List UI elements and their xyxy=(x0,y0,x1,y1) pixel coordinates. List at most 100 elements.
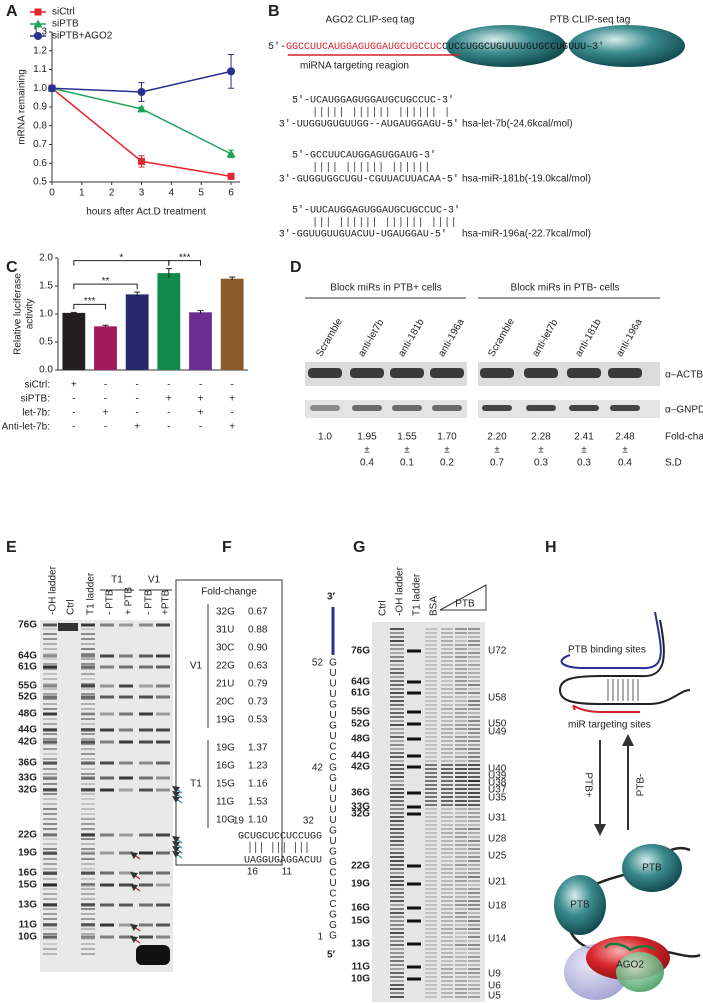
gel-band xyxy=(468,648,480,650)
site-label: U40 xyxy=(488,764,507,775)
gel-band xyxy=(407,882,421,886)
gel-band xyxy=(425,848,437,850)
gel-band xyxy=(43,743,57,745)
gel-band xyxy=(390,884,404,886)
gel-band xyxy=(455,956,467,958)
hairpin-lower: UAGGUGAGGACUU xyxy=(244,856,322,867)
plus-minus: ± xyxy=(404,445,410,456)
gel-band xyxy=(468,776,480,778)
gel-band xyxy=(390,956,404,958)
gel-band xyxy=(139,871,153,875)
gel-band xyxy=(425,868,437,870)
nucleotide: G xyxy=(329,763,337,774)
gel-band xyxy=(468,868,480,870)
lane-label: anti-let7b xyxy=(356,317,386,359)
gel-band xyxy=(425,728,437,730)
gel-band xyxy=(139,883,153,887)
gel-band xyxy=(425,752,437,754)
gel-band xyxy=(425,832,437,834)
gel-band xyxy=(390,920,404,922)
gel-band xyxy=(425,776,437,778)
gel-band xyxy=(390,908,404,910)
gel-band xyxy=(407,737,421,741)
gel-band xyxy=(425,936,437,938)
nucleotide: U xyxy=(329,679,336,690)
mirna-top-strand: 5′-GCCUUCAUGGAGUGGAUG-3′ xyxy=(292,150,436,162)
gel-band xyxy=(441,792,453,794)
condition-mark: + xyxy=(166,394,172,405)
site-label: U21 xyxy=(488,877,507,888)
gel-band xyxy=(441,880,453,882)
gel-band xyxy=(455,964,467,966)
gel-band xyxy=(425,708,437,710)
site-label: U38 xyxy=(488,778,507,789)
hairpin-upper: GCUGCUCCUCCUGG xyxy=(238,832,322,843)
gel-band xyxy=(43,753,57,755)
plus-minus: ± xyxy=(538,445,544,456)
gel-band xyxy=(390,976,404,978)
gel-band xyxy=(455,808,467,810)
gel-band xyxy=(441,960,453,962)
gel-band xyxy=(156,788,170,792)
gel-band xyxy=(468,964,480,966)
box-site: 16G xyxy=(216,761,235,772)
ladder-label: 32G xyxy=(351,809,370,820)
condition-mark: + xyxy=(229,394,235,405)
gel-band xyxy=(81,668,95,670)
gel-band xyxy=(455,708,467,710)
gel-band xyxy=(441,796,453,798)
condition-mark: - xyxy=(104,394,107,405)
ladder-label: 55G xyxy=(18,681,37,692)
gel-band xyxy=(455,652,467,654)
box-site: 22G xyxy=(216,661,235,672)
gel-band xyxy=(425,856,437,858)
marker xyxy=(226,149,236,158)
gel-band xyxy=(468,824,480,826)
site-label: U9 xyxy=(488,969,501,980)
gel-band xyxy=(390,712,404,714)
gel-band xyxy=(441,904,453,906)
nucleotide: C xyxy=(329,899,336,910)
error-bar xyxy=(134,291,141,297)
gel-band xyxy=(43,623,57,627)
gel-band xyxy=(81,783,95,785)
condition-mark: - xyxy=(72,408,75,419)
arrow xyxy=(130,935,141,944)
site-label: U49 xyxy=(488,727,507,738)
ladder-label: 32G xyxy=(18,785,37,796)
gel-band xyxy=(441,864,453,866)
arrow xyxy=(130,923,141,932)
gel-band xyxy=(139,654,153,658)
gel-band xyxy=(455,700,467,702)
gel-band xyxy=(81,923,95,927)
gel-band xyxy=(81,803,95,805)
pbs-strand xyxy=(560,611,662,670)
gel-band xyxy=(455,816,467,818)
condition-mark: - xyxy=(167,422,170,433)
gel-band xyxy=(43,761,57,765)
gel-band xyxy=(441,784,453,786)
gel-band xyxy=(468,884,480,886)
gel-band xyxy=(43,653,57,655)
gel-band xyxy=(81,948,95,950)
condition-mark: - xyxy=(72,422,75,433)
gel-band xyxy=(81,878,95,880)
gel-band xyxy=(425,748,437,750)
gel-band xyxy=(43,718,57,720)
gel-band xyxy=(119,712,133,716)
x-tick-label: 5 xyxy=(198,188,204,199)
gel-band xyxy=(81,723,95,725)
gel-band xyxy=(441,972,453,974)
lane-label: Ctrl xyxy=(66,599,77,615)
nucleotide-number: 1 xyxy=(317,932,323,943)
gel-band xyxy=(425,888,437,890)
ladder-label: 42G xyxy=(18,737,37,748)
bar xyxy=(94,326,117,370)
condition-label: siCtrl: xyxy=(24,380,50,391)
gel-band xyxy=(425,924,437,926)
gel-band xyxy=(441,896,453,898)
gel-band xyxy=(81,813,95,815)
gel-band xyxy=(119,935,133,939)
gel-band xyxy=(455,996,467,998)
y-tick-label: 1.5 xyxy=(39,281,53,292)
